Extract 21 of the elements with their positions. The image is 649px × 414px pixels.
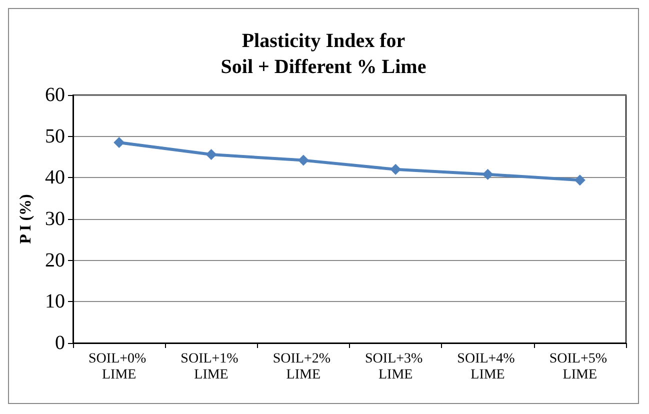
y-axis-title: P I (%): [18, 194, 35, 244]
y-tick-label: 30: [45, 208, 65, 230]
x-tick-label: SOIL+4% LIME: [457, 352, 518, 382]
point: [574, 174, 586, 186]
y-tick-label: 10: [45, 290, 65, 313]
x-tick-label: SOIL+0% LIME: [88, 352, 150, 382]
point: [206, 149, 217, 160]
y-tick-label: 0: [55, 332, 65, 354]
x-tick-label: SOIL+1% LIME: [180, 352, 242, 382]
point: [114, 137, 125, 148]
chart-title: Plasticity Index for Soil + Different % Lime: [220, 30, 426, 78]
point: [390, 164, 402, 175]
y-tick-label: 40: [45, 166, 65, 189]
y-tick-label: 60: [45, 84, 65, 106]
y-tick-label: 20: [45, 249, 65, 272]
y-tick-label: 50: [45, 125, 65, 148]
point: [298, 154, 309, 166]
x-tick-label: SOIL+5% LIME: [549, 352, 611, 382]
point: [482, 168, 494, 180]
x-tick-label: SOIL+2% LIME: [272, 352, 334, 382]
x-tick-label: SOIL+3% LIME: [364, 352, 426, 382]
